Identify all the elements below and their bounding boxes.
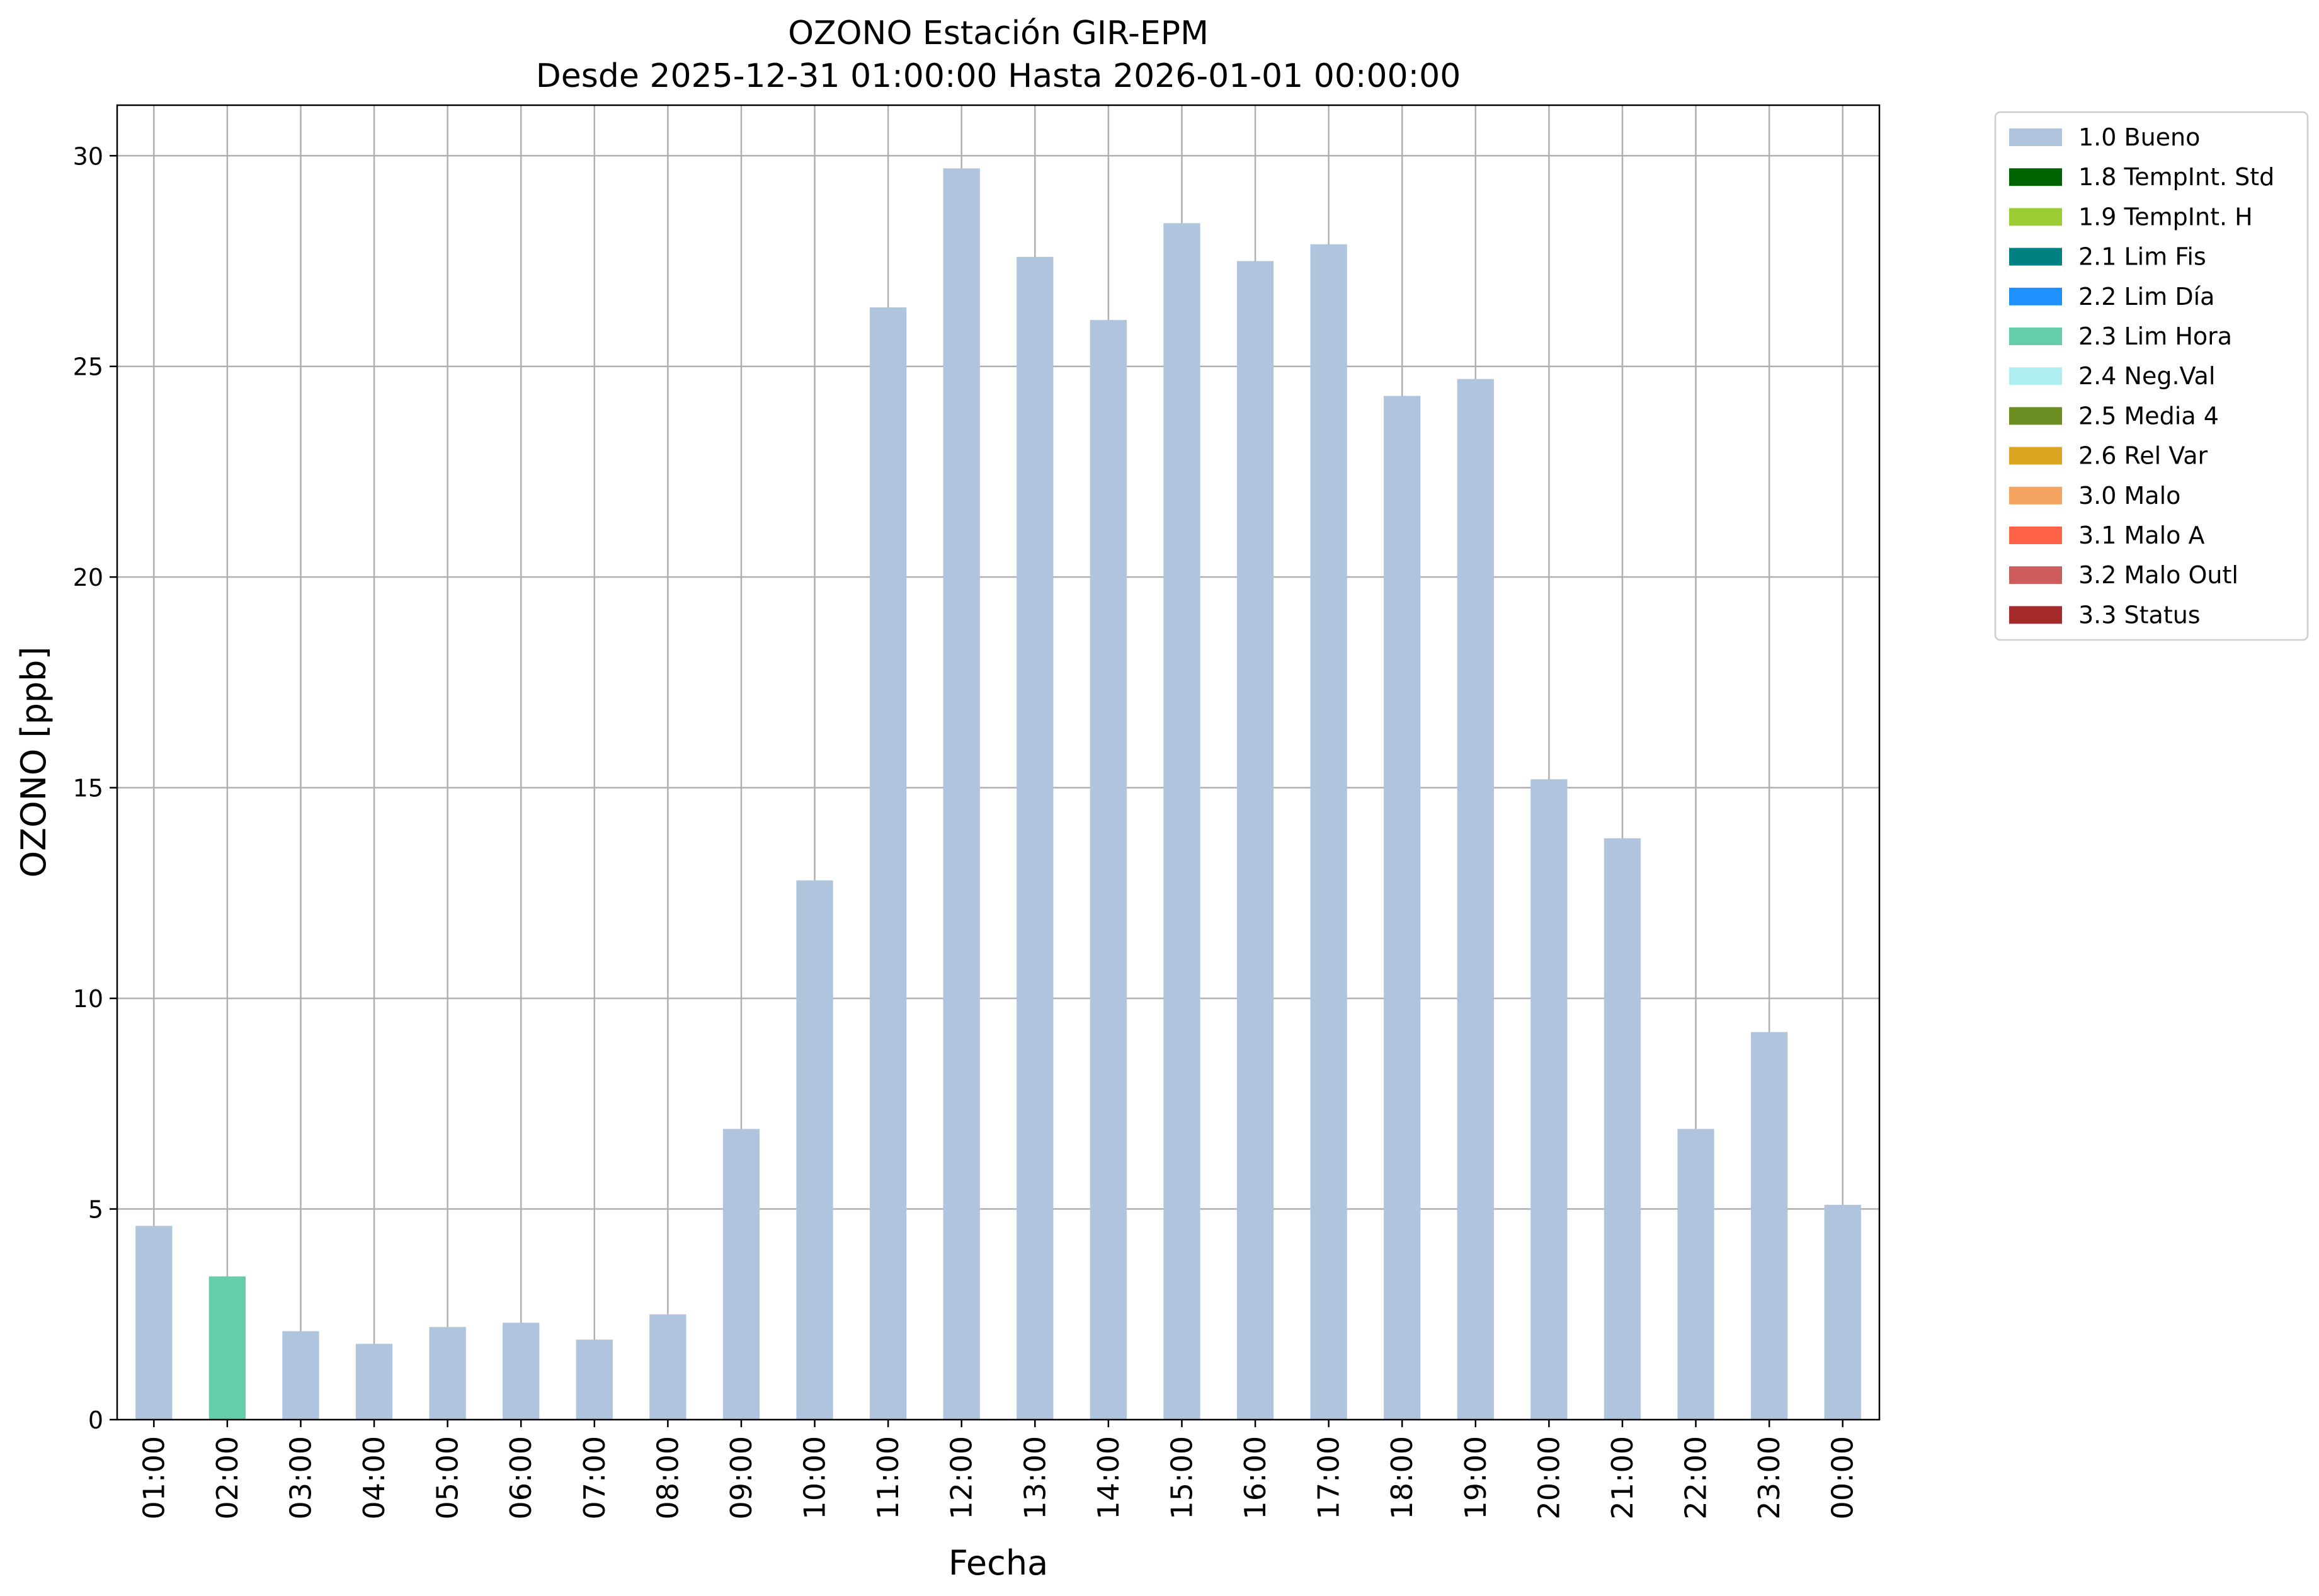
- bar-2000: [1530, 779, 1568, 1420]
- legend-label: 2.6 Rel Var: [2078, 442, 2208, 470]
- x-tick-label: 11:00: [871, 1436, 905, 1520]
- y-tick-label: 15: [73, 775, 103, 802]
- x-tick-label: 14:00: [1091, 1436, 1125, 1520]
- legend-swatch: [2009, 128, 2062, 146]
- legend-label: 3.2 Malo Outl: [2078, 561, 2238, 589]
- x-tick-label: 16:00: [1238, 1436, 1272, 1520]
- bar-0900: [722, 1129, 760, 1420]
- x-axis-label: Fecha: [949, 1543, 1048, 1583]
- x-tick-label: 02:00: [210, 1436, 244, 1520]
- y-tick-label: 10: [73, 985, 103, 1013]
- legend-swatch: [2009, 248, 2062, 266]
- bar-1300: [1017, 256, 1054, 1420]
- x-tick-label: 18:00: [1385, 1436, 1419, 1520]
- bar-1400: [1090, 320, 1127, 1420]
- x-tick-label: 22:00: [1679, 1436, 1713, 1520]
- legend-label: 2.3 Lim Hora: [2078, 322, 2232, 350]
- x-tick-label: 08:00: [651, 1436, 685, 1520]
- legend-label: 2.2 Lim Día: [2078, 283, 2214, 311]
- legend-items: 1.0 Bueno 1.8 TempInt. Std 1.9 TempInt. H 2…: [2009, 123, 2274, 629]
- legend-label: 2.4 Neg.Val: [2078, 362, 2215, 390]
- bar-0800: [649, 1314, 687, 1420]
- bar-2200: [1677, 1129, 1714, 1420]
- bars: [135, 168, 1861, 1420]
- x-tick-label: 19:00: [1459, 1436, 1493, 1520]
- legend-label: 3.0 Malo: [2078, 482, 2180, 510]
- y-tick-label: 20: [73, 564, 103, 591]
- legend-label: 1.9 TempInt. H: [2078, 203, 2253, 231]
- bar-0500: [429, 1326, 466, 1420]
- x-tick-label: 09:00: [724, 1436, 758, 1520]
- y-tick-label: 30: [73, 142, 103, 170]
- x-tick-label: 04:00: [357, 1436, 391, 1520]
- x-tick-label: 15:00: [1165, 1436, 1199, 1520]
- legend-swatch: [2009, 606, 2062, 624]
- x-tick-label: 10:00: [798, 1436, 832, 1520]
- legend-swatch: [2009, 407, 2062, 425]
- legend-swatch: [2009, 367, 2062, 385]
- bar-0200: [208, 1276, 246, 1420]
- x-tick-label: 05:00: [431, 1436, 465, 1520]
- x-tick-label: 23:00: [1752, 1436, 1786, 1520]
- bar-1500: [1163, 223, 1200, 1420]
- bar-1800: [1384, 396, 1421, 1420]
- legend-label: 1.0 Bueno: [2078, 123, 2200, 151]
- legend-label: 1.8 TempInt. Std: [2078, 163, 2274, 191]
- x-tick-label: 20:00: [1532, 1436, 1566, 1520]
- y-axis-ticks: 0 5 10 15 20 25 30: [73, 142, 117, 1434]
- legend-box: [1994, 111, 2309, 641]
- plot-frame: [116, 104, 1881, 1421]
- legend-swatch: [2009, 527, 2062, 544]
- y-axis-label: OZONO [ppb]: [14, 646, 54, 877]
- legend-swatch: [2009, 328, 2062, 345]
- y-tick-label: 5: [88, 1196, 103, 1224]
- x-tick-label: 01:00: [137, 1436, 171, 1520]
- bar-0300: [282, 1331, 319, 1420]
- legend: 1.0 Bueno 1.8 TempInt. Std 1.9 TempInt. H 2…: [1994, 111, 2309, 641]
- legend-label: 3.3 Status: [2078, 601, 2201, 629]
- x-axis-ticks: 01:00 02:00 03:00 04:00 05:00 06:00 07:00 08:00…: [137, 1420, 1860, 1520]
- legend-label: 2.5 Media 4: [2078, 402, 2219, 430]
- legend-swatch: [2009, 447, 2062, 465]
- bar-1000: [796, 880, 833, 1420]
- x-tick-label: 03:00: [283, 1436, 317, 1520]
- legend-swatch: [2009, 168, 2062, 186]
- legend-swatch: [2009, 566, 2062, 584]
- y-tick-label: 25: [73, 353, 103, 381]
- x-tick-label: 13:00: [1018, 1436, 1052, 1520]
- bar-0100: [135, 1226, 173, 1420]
- legend-label: 3.1 Malo A: [2078, 522, 2204, 549]
- chart-title: OZONO Estación GIR-EPM: [788, 14, 1209, 52]
- bar-0700: [576, 1339, 613, 1420]
- bar-1700: [1310, 244, 1347, 1420]
- bar-2300: [1750, 1032, 1788, 1420]
- legend-swatch: [2009, 208, 2062, 226]
- x-tick-label: 21:00: [1605, 1436, 1639, 1520]
- bar-1100: [869, 307, 907, 1420]
- bar-2100: [1604, 838, 1641, 1420]
- legend-swatch: [2009, 486, 2062, 504]
- bar-1200: [943, 168, 980, 1420]
- bar-0400: [355, 1343, 393, 1420]
- legend-label: 2.1 Lim Fis: [2078, 243, 2206, 271]
- legend-swatch: [2009, 287, 2062, 305]
- bar-0000: [1824, 1204, 1861, 1420]
- x-tick-label: 06:00: [504, 1436, 538, 1520]
- chart-subtitle: Desde 2025-12-31 01:00:00 Hasta 2026-01-…: [536, 57, 1461, 95]
- bar-0600: [503, 1323, 540, 1420]
- x-tick-label: 07:00: [578, 1436, 612, 1520]
- x-tick-label: 00:00: [1826, 1436, 1860, 1520]
- bar-1600: [1236, 261, 1274, 1420]
- x-tick-label: 12:00: [945, 1436, 979, 1520]
- y-tick-label: 0: [88, 1406, 103, 1434]
- x-tick-label: 17:00: [1312, 1436, 1346, 1520]
- bar-1900: [1457, 379, 1494, 1420]
